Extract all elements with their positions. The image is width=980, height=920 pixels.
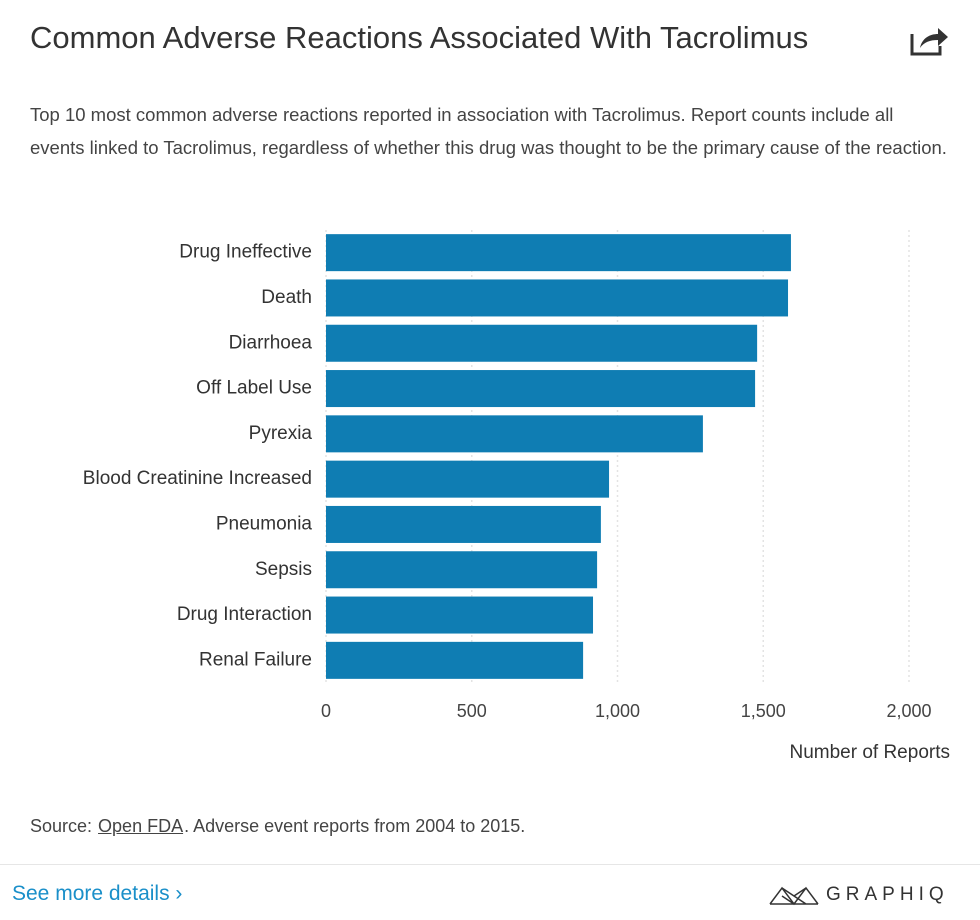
- source-suffix: . Adverse event reports from 2004 to 201…: [184, 816, 526, 836]
- source-link[interactable]: Open FDA: [98, 816, 184, 836]
- y-tick-label: Blood Creatinine Increased: [83, 468, 312, 489]
- y-tick-label: Off Label Use: [196, 378, 312, 399]
- bar: [326, 415, 703, 453]
- brand-logo: [769, 886, 819, 906]
- bar: [326, 370, 756, 408]
- x-tick-label: 1,000: [595, 701, 640, 721]
- x-tick-label: 500: [457, 701, 487, 721]
- bar: [326, 505, 601, 543]
- bar: [326, 324, 758, 362]
- y-tick-label: Pneumonia: [216, 513, 313, 534]
- separator: [0, 864, 980, 865]
- source: Source: Open FDA. Adverse event reports f…: [30, 816, 525, 837]
- y-tick-label: Drug Ineffective: [179, 242, 312, 263]
- x-axis-label: Number of Reports: [789, 742, 950, 763]
- x-tick-label: 2,000: [886, 701, 931, 721]
- bar: [326, 279, 789, 317]
- x-tick-label: 1,500: [741, 701, 786, 721]
- y-tick-label: Diarrhoea: [229, 332, 313, 353]
- share-icon[interactable]: [908, 24, 950, 58]
- more-link[interactable]: See more details ›: [12, 882, 183, 905]
- bar: [326, 596, 594, 634]
- brand: GRAPHIQ: [826, 884, 949, 905]
- y-tick-label: Drug Interaction: [177, 604, 312, 625]
- bar: [326, 641, 584, 679]
- chart-title: Common Adverse Reactions Associated With…: [30, 20, 809, 55]
- chart-subtitle: Top 10 most common adverse reactions rep…: [30, 104, 947, 158]
- bar: [326, 234, 791, 272]
- y-tick-label: Sepsis: [255, 559, 312, 580]
- y-tick-label: Death: [261, 287, 312, 308]
- source-prefix: Source:: [30, 816, 93, 836]
- bar: [326, 551, 598, 589]
- y-tick-label: Renal Failure: [199, 649, 312, 670]
- bar: [326, 460, 610, 498]
- y-tick-label: Pyrexia: [249, 423, 313, 444]
- chart: 0 500 1,000 1,500 2,000 Number of Reports Drug…: [83, 230, 950, 763]
- x-tick-label: 0: [321, 701, 331, 721]
